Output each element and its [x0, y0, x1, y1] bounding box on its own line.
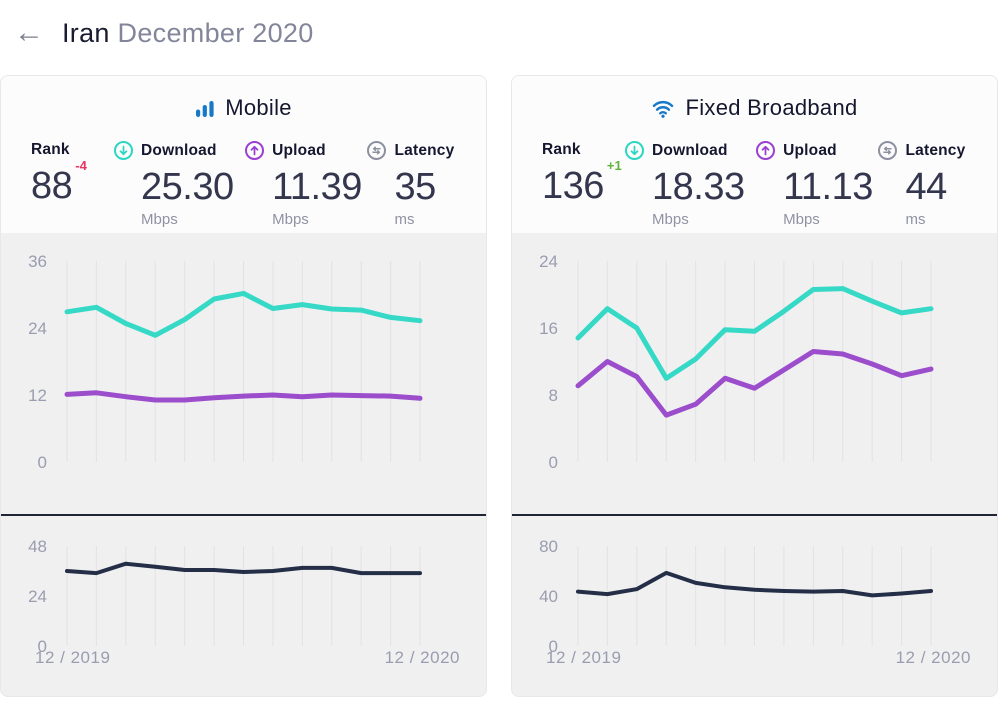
period-title: December 2020 [117, 17, 314, 48]
download-value: 25.30 [141, 166, 234, 208]
page-title: Iran December 2020 [62, 18, 314, 49]
upload-value: 11.39 [272, 166, 362, 208]
latency-line [65, 561, 422, 576]
svg-text:0: 0 [549, 637, 558, 656]
rank-change-badge: -4 [75, 158, 87, 174]
location-title: Iran [62, 17, 110, 48]
upload-unit: Mbps [783, 210, 820, 228]
back-arrow-icon[interactable]: ← [10, 16, 48, 50]
latency-stat: Latency 44 ms [878, 141, 979, 228]
upload-line [64, 390, 423, 403]
mobile-card: Mobile Rank 88 -4 Download 25.30 Mbps [0, 75, 487, 697]
download-line [575, 286, 934, 381]
latency-history-chart: 48 24 0 [28, 537, 422, 656]
download-line [64, 290, 423, 338]
latency-stat: Latency 35 ms [367, 141, 468, 228]
rank-change-badge: +1 [606, 158, 622, 174]
x-axis-labels: 12 / 2019 12 / 2020 [512, 648, 997, 668]
latency-value: 35 [394, 166, 436, 208]
x-axis-start-label: 12 / 2019 [35, 648, 111, 667]
rank-value: 136 +1 [542, 158, 622, 207]
latency-unit: ms [905, 210, 926, 228]
chart-divider [1, 514, 486, 516]
svg-text:24: 24 [28, 587, 47, 606]
upload-arrow-icon [245, 141, 265, 160]
rank-value: 88 -4 [31, 158, 87, 207]
download-unit: Mbps [141, 210, 178, 228]
wifi-icon [651, 99, 675, 118]
speed-history-chart: 24 16 8 0 [539, 252, 934, 472]
upload-line [575, 349, 934, 418]
rank-stat: Rank 136 +1 [542, 141, 625, 228]
svg-text:0: 0 [38, 453, 47, 472]
rank-stat: Rank 88 -4 [31, 141, 114, 228]
latency-value: 44 [905, 166, 947, 208]
download-arrow-icon [114, 141, 134, 160]
card-title: Mobile [225, 95, 292, 120]
upload-stat: Upload 11.13 Mbps [756, 141, 878, 228]
fixed-broadband-card: Fixed Broadband Rank 136 +1 Download 18.3… [511, 75, 998, 697]
fixed-card-header: Fixed Broadband Rank 136 +1 Download 18.3… [512, 76, 997, 233]
svg-text:80: 80 [539, 537, 558, 556]
fixed-chart-area: 24 16 8 0 80 40 0 12 / 2019 12 / 2020 [512, 233, 997, 668]
svg-text:48: 48 [28, 537, 47, 556]
svg-text:24: 24 [28, 319, 47, 338]
svg-text:12: 12 [28, 386, 47, 405]
x-axis-labels: 12 / 2019 12 / 2020 [1, 648, 486, 668]
svg-text:16: 16 [539, 319, 558, 338]
upload-stat: Upload 11.39 Mbps [245, 141, 367, 228]
x-axis-end-label: 12 / 2020 [384, 648, 460, 667]
upload-unit: Mbps [272, 210, 309, 228]
upload-arrow-icon [756, 141, 776, 160]
download-value: 18.33 [652, 166, 745, 208]
download-unit: Mbps [652, 210, 689, 228]
svg-text:0: 0 [38, 637, 47, 656]
mobile-signal-icon [195, 98, 215, 118]
latency-icon [878, 141, 898, 160]
svg-text:40: 40 [539, 587, 558, 606]
latency-line [576, 570, 933, 598]
upload-value: 11.13 [783, 166, 873, 208]
mobile-chart-area: 36 24 12 0 48 24 0 12 / 2019 12 / 2020 [1, 233, 486, 668]
chart-divider [512, 514, 997, 516]
svg-text:8: 8 [549, 386, 558, 405]
download-arrow-icon [625, 141, 645, 160]
svg-text:36: 36 [28, 252, 47, 271]
x-axis-end-label: 12 / 2020 [895, 648, 971, 667]
card-title: Fixed Broadband [685, 95, 858, 120]
x-axis-start-label: 12 / 2019 [546, 648, 622, 667]
latency-icon [367, 141, 387, 160]
page-header: ← Iran December 2020 [10, 16, 314, 50]
mobile-card-header: Mobile Rank 88 -4 Download 25.30 Mbps [1, 76, 486, 233]
svg-text:0: 0 [549, 453, 558, 472]
download-stat: Download 18.33 Mbps [625, 141, 756, 228]
download-stat: Download 25.30 Mbps [114, 141, 245, 228]
latency-history-chart: 80 40 0 [539, 537, 933, 656]
speed-history-chart: 36 24 12 0 [28, 252, 423, 472]
svg-text:24: 24 [539, 252, 558, 271]
latency-unit: ms [394, 210, 415, 228]
